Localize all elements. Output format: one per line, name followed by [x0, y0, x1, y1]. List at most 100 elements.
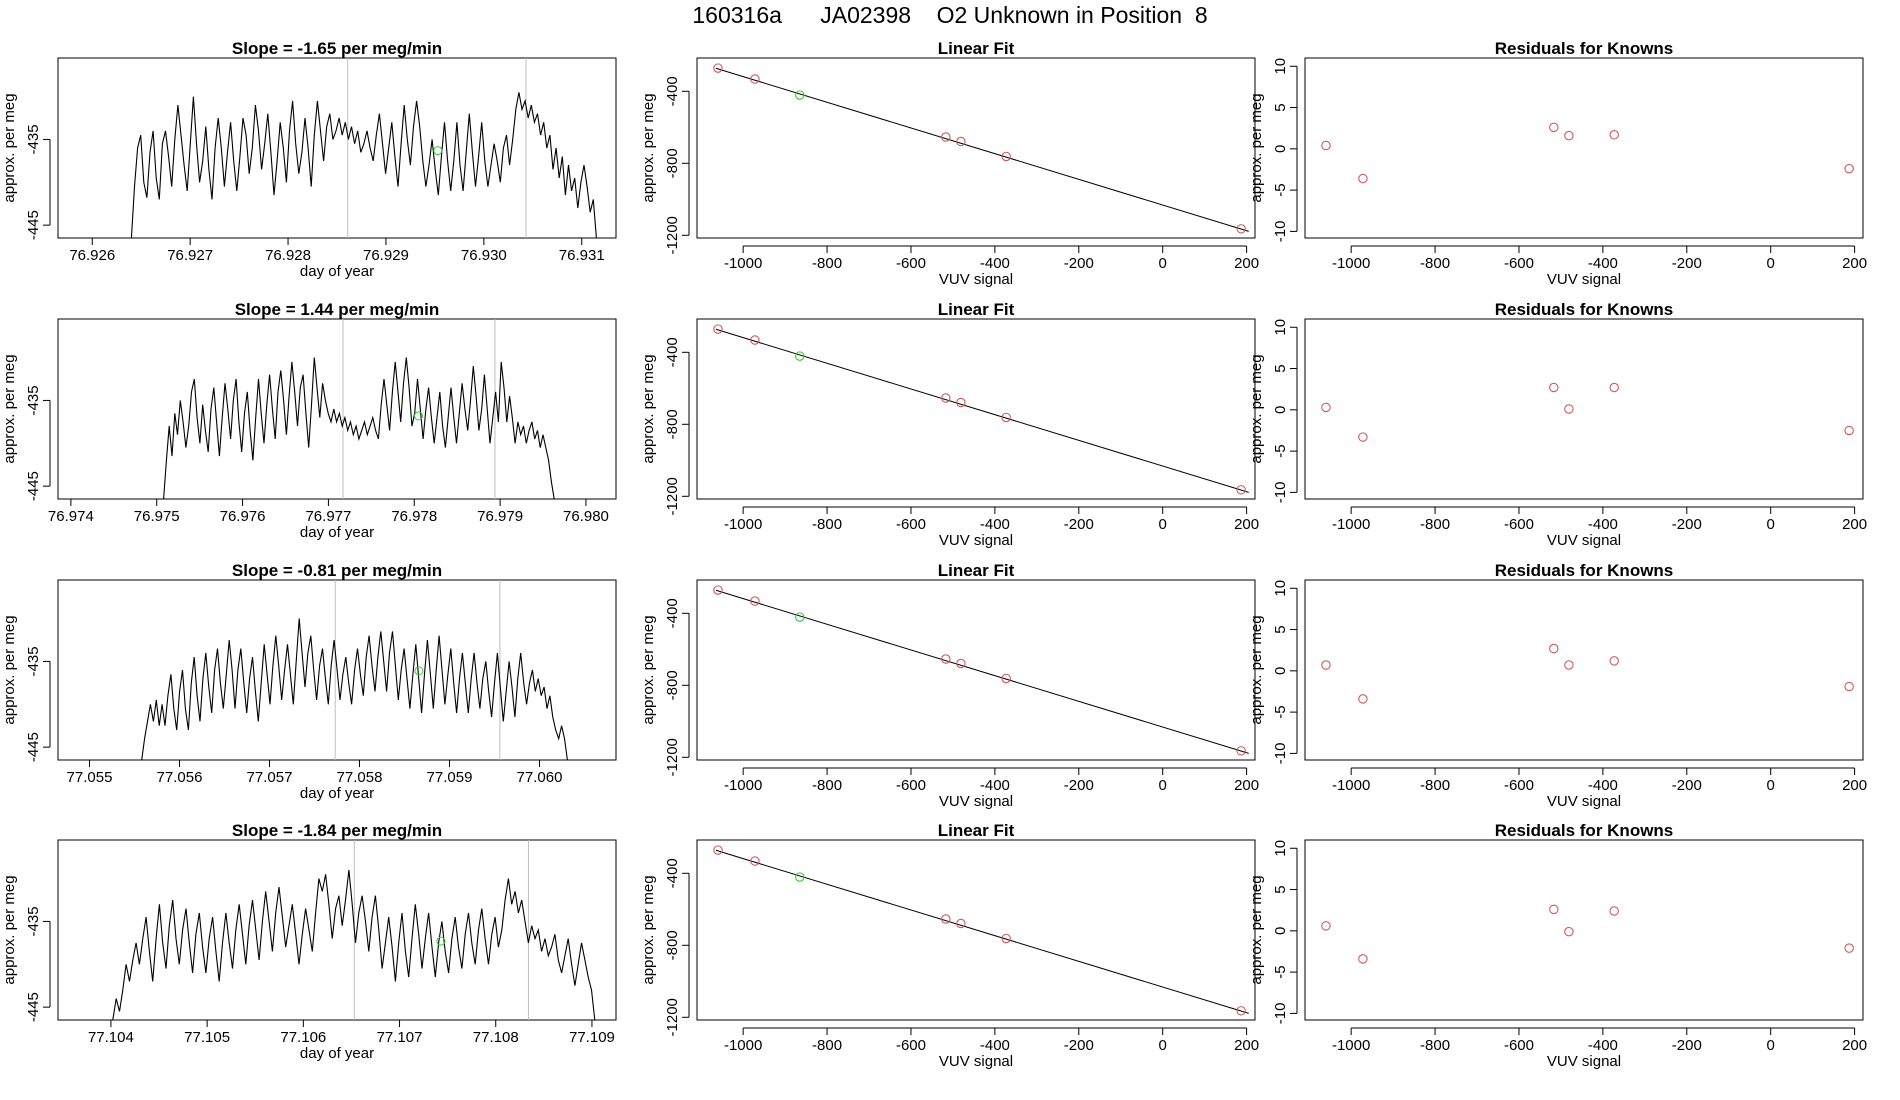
plot-data-area [1321, 904, 1854, 964]
x-axis-label: VUV signal [1547, 793, 1621, 810]
known-point [1549, 122, 1559, 133]
y-axis-label: approx. per meg [1248, 93, 1265, 202]
x-axis-label: day of year [300, 263, 374, 280]
chart-title: Linear Fit [938, 561, 1015, 580]
y-axis-label: approx. per meg [640, 615, 657, 724]
x-tick-label: 0 [1159, 1037, 1167, 1054]
x-tick-label: -1000 [724, 777, 762, 794]
y-tick-label: -5 [1272, 705, 1289, 718]
chart-title: Linear Fit [938, 39, 1015, 58]
x-tick-label: -200 [1672, 516, 1702, 533]
y-tick-label: -1200 [664, 998, 681, 1036]
known-point [956, 136, 966, 147]
known-point [750, 596, 760, 606]
plot-data-area [112, 840, 596, 1020]
x-axis-label: day of year [300, 1045, 374, 1062]
y-tick-label: 0 [1272, 406, 1289, 414]
known-point [1358, 694, 1368, 704]
y-tick-label: -445 [25, 992, 42, 1022]
x-axis-label: VUV signal [939, 532, 1013, 549]
x-tick-label: -200 [1064, 516, 1094, 533]
x-tick-label: 0 [1767, 1037, 1775, 1054]
x-tick-label: 200 [1842, 777, 1867, 794]
y-tick-label: -800 [664, 930, 681, 960]
x-tick-label: -600 [896, 1037, 926, 1054]
plot-data-area [130, 58, 597, 238]
chart-title: Linear Fit [938, 300, 1015, 319]
chart-panel-residuals-3: Residuals for Knowns-1000 -800 -600 -400 -20… [1248, 561, 1867, 810]
known-point [1001, 412, 1011, 423]
y-tick-label: -400 [664, 858, 681, 888]
known-point [1358, 954, 1368, 964]
plot-frame [696, 579, 1256, 761]
known-point [956, 658, 966, 669]
x-tick-label: -200 [1064, 777, 1094, 794]
y-tick-label: -435 [25, 385, 42, 415]
y-tick-label: -5 [1272, 183, 1289, 196]
known-point [956, 918, 966, 929]
x-axis-label: day of year [300, 524, 374, 541]
x-tick-label: 76.974 [48, 508, 94, 525]
fit-line [715, 328, 1249, 493]
y-tick-label: 0 [1272, 145, 1289, 153]
x-tick-label: 77.059 [427, 769, 473, 786]
y-axis-label: approx. per meg [1248, 875, 1265, 984]
chart-panel-linear-fit-1: Linear Fit -1000 -800 -600 -400 -200 0 200 VUV s… [640, 39, 1259, 288]
chart-title: Residuals for Knowns [1495, 821, 1674, 840]
x-axis-label: day of year [300, 785, 374, 802]
known-point [1549, 382, 1559, 393]
x-axis-label: VUV signal [1547, 532, 1621, 549]
x-tick-label: 0 [1767, 516, 1775, 533]
x-tick-label: 76.980 [563, 508, 609, 525]
known-point [1236, 1006, 1246, 1016]
y-tick-label: -400 [664, 76, 681, 106]
y-tick-label: 10 [1272, 580, 1289, 597]
x-tick-label: -200 [1672, 777, 1702, 794]
plot-frame [1304, 318, 1864, 500]
plot-frame [1304, 579, 1864, 761]
known-point [1609, 130, 1619, 140]
x-tick-label: -800 [1420, 1037, 1450, 1054]
known-point [713, 63, 723, 73]
known-point [941, 654, 951, 664]
x-tick-label: 77.056 [157, 769, 203, 786]
plot-frame [57, 57, 617, 239]
x-tick-label: 76.926 [69, 247, 115, 264]
x-tick-label: -1000 [724, 516, 762, 533]
y-tick-label: -1200 [664, 477, 681, 515]
x-tick-label: -600 [1504, 516, 1534, 533]
x-tick-label: 76.930 [461, 247, 507, 264]
known-point [1609, 382, 1619, 393]
x-tick-label: 77.108 [473, 1029, 519, 1046]
y-axis-label: approx. per meg [640, 875, 657, 984]
chart-panel-linear-fit-2: Linear Fit -1000 -800 -600 -400 -200 0 200 VUV s… [640, 300, 1259, 549]
x-tick-label: 200 [1842, 1037, 1867, 1054]
y-tick-label: -435 [25, 646, 42, 676]
known-point [956, 397, 966, 408]
y-tick-label: -10 [1272, 482, 1289, 504]
y-axis-label: approx. per meg [1248, 354, 1265, 463]
plot-data-area [713, 845, 1249, 1016]
y-axis-label: approx. per meg [1, 875, 18, 984]
x-tick-label: -1000 [1332, 516, 1370, 533]
x-tick-label: -600 [896, 516, 926, 533]
x-tick-label: 77.105 [184, 1029, 230, 1046]
y-tick-label: -435 [25, 906, 42, 936]
y-tick-label: -5 [1272, 444, 1289, 457]
y-tick-label: 5 [1272, 885, 1289, 893]
y-axis-label: approx. per meg [1, 615, 18, 724]
series-line [112, 869, 596, 1020]
y-tick-label: -445 [25, 732, 42, 762]
x-tick-label: 200 [1234, 516, 1259, 533]
known-point [941, 914, 951, 924]
x-tick-label: -1000 [724, 1037, 762, 1054]
x-tick-label: 76.931 [559, 247, 605, 264]
x-tick-label: 0 [1159, 255, 1167, 272]
x-tick-label: 76.929 [363, 247, 409, 264]
x-tick-label: 0 [1767, 255, 1775, 272]
x-tick-label: 200 [1234, 1037, 1259, 1054]
known-point [941, 393, 951, 403]
x-tick-label: 77.104 [88, 1029, 134, 1046]
plot-data-area [713, 324, 1249, 495]
known-point [1358, 432, 1368, 442]
